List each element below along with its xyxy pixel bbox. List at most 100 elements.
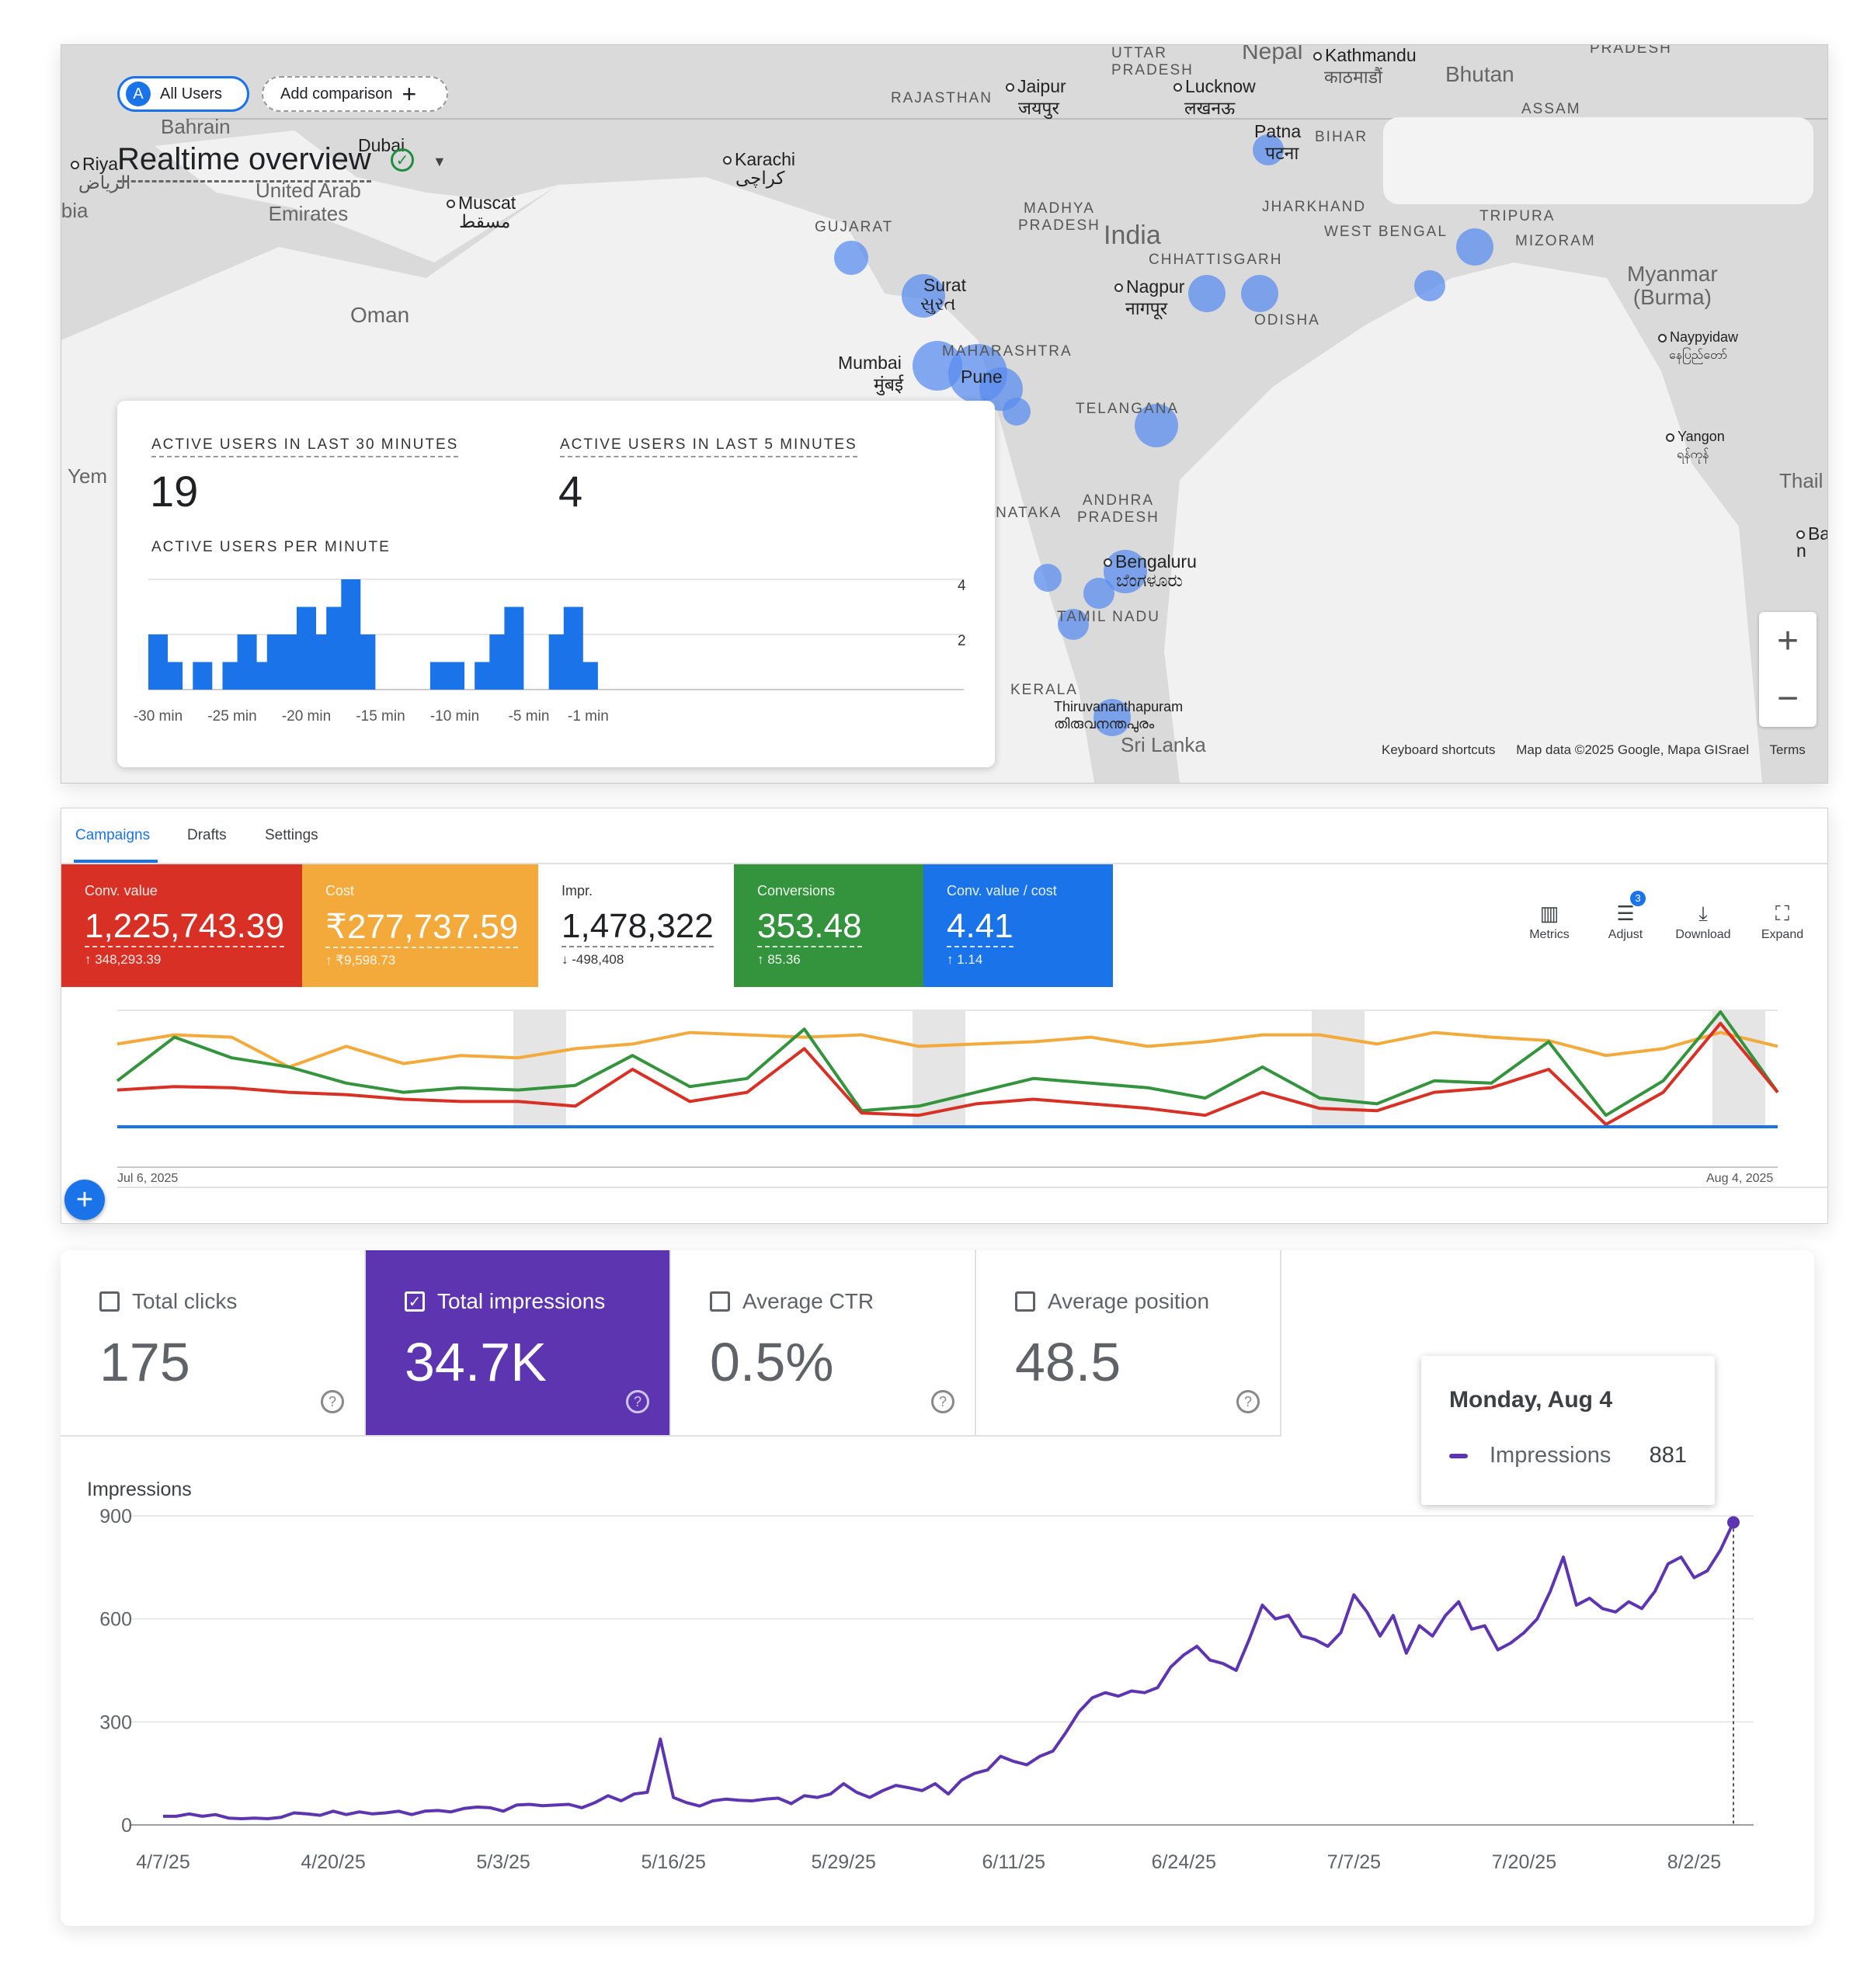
map-label-jaipur-local: जयपुर [1018, 98, 1059, 118]
x-tick-label: -10 min [430, 708, 479, 725]
bay-of-bengal [1164, 262, 1762, 783]
active-users-30-value: 19 [150, 467, 199, 516]
map-label-pune: Pune [961, 367, 1003, 387]
x-tick-label: 6/24/25 [1152, 1851, 1216, 1873]
weekend-band [513, 1010, 566, 1128]
map-bubble [1456, 228, 1493, 266]
keyboard-shortcuts-link[interactable]: Keyboard shortcuts [1382, 742, 1496, 757]
map-label-arabia: ibia [61, 199, 89, 222]
series-line-impressions [163, 1521, 1735, 1820]
bar [163, 662, 183, 690]
series-swatch [1449, 1453, 1468, 1458]
x-tick-label: -5 min [509, 708, 550, 725]
metric-value: 175 [99, 1332, 190, 1392]
metric-card-average-ctr[interactable]: Average CTR 0.5% ? [671, 1250, 976, 1437]
metric-delta: ↑ 85.36 [757, 952, 801, 967]
map-bubble [1241, 275, 1278, 312]
map-label-nagpur-local: नागपूर [1125, 298, 1168, 318]
x-tick-label: 4/7/25 [136, 1851, 190, 1873]
adjust-button[interactable]: ☰ Adjust [1594, 902, 1657, 942]
bar [356, 634, 376, 690]
checkbox-total-clicks[interactable] [99, 1291, 120, 1312]
chevron-down-icon[interactable]: ▼ [433, 154, 447, 169]
metric-value: 34.7K [405, 1332, 547, 1392]
all-users-chip[interactable]: A All Users [117, 76, 249, 112]
map-label-assam: ASSAM [1521, 101, 1581, 117]
map-bubble [1034, 564, 1062, 592]
metrics-button[interactable]: ▥ Metrics [1518, 902, 1580, 942]
series-line-cost [116, 1030, 1778, 1069]
metric-card-impressions[interactable]: Impr. 1,478,322 ↓ -498,408 [538, 864, 734, 987]
expand-label: Expand [1761, 928, 1804, 941]
map-bubble [1093, 699, 1131, 736]
map-label-jharkhand: JHARKHAND [1262, 199, 1367, 215]
metric-card-conv-value[interactable]: Conv. value 1,225,743.39 ↑ 348,293.39 [61, 864, 302, 987]
checkbox-average-ctr[interactable] [710, 1291, 730, 1312]
help-icon[interactable]: ? [931, 1390, 954, 1413]
x-tick-label: 7/20/25 [1492, 1851, 1556, 1873]
series-line-conversions [116, 1010, 1779, 1117]
metric-delta: ↓ -498,408 [562, 952, 624, 967]
metric-value: 0.5% [710, 1332, 834, 1392]
add-fab-button[interactable]: + [64, 1180, 105, 1220]
weekend-band [1712, 1010, 1765, 1128]
map-label-andhra-pradesh: ANDHRA PRADESH [1077, 492, 1160, 526]
zoom-out-button[interactable]: − [1776, 677, 1799, 719]
active-users-5-value: 4 [558, 467, 583, 516]
metric-card-cost[interactable]: Cost ₹277,737.59 ↑ ₹9,598.73 [302, 864, 538, 987]
metric-card-average-position[interactable]: Average position 48.5 ? [976, 1250, 1281, 1437]
adjust-icon: ☰ [1616, 902, 1635, 925]
metric-card-conversions[interactable]: Conversions 353.48 ↑ 85.36 [734, 864, 923, 987]
checkbox-total-impressions[interactable]: ✓ [405, 1291, 425, 1312]
help-icon[interactable]: ? [626, 1390, 649, 1413]
tab-drafts[interactable]: Drafts [187, 827, 227, 843]
map-label-oman: Oman [350, 303, 410, 327]
map-label-muscat-local: مسقط [459, 211, 511, 231]
metric-card-total-clicks[interactable]: Total clicks 175 ? [61, 1250, 366, 1437]
x-tick-label: 5/3/25 [476, 1851, 530, 1873]
map-label-nagpur: Nagpur [1114, 276, 1184, 297]
map-bubble [1253, 134, 1284, 165]
add-comparison-button[interactable]: Add comparison + [262, 76, 448, 112]
help-icon[interactable]: ? [321, 1390, 344, 1413]
map-label-yangon-local: ရန်ကုန် [1677, 448, 1709, 461]
map-label-riyadh-local: الرياض [78, 172, 131, 193]
metric-value: 1,478,322 [562, 907, 714, 947]
adjust-label: Adjust [1608, 928, 1643, 941]
y-tick-label: 600 [99, 1609, 132, 1631]
metric-card-conv-value-cost[interactable]: Conv. value / cost 4.41 ↑ 1.14 [923, 864, 1113, 987]
active-users-30-label: ACTIVE USERS IN LAST 30 MINUTES [151, 436, 459, 457]
metric-delta: ↑ ₹9,598.73 [325, 953, 396, 968]
metric-label: Cost [325, 883, 355, 898]
metrics-icon: ▥ [1539, 902, 1559, 925]
metric-value: 1,225,743.39 [85, 907, 284, 947]
plus-icon: + [402, 80, 417, 108]
check-circle-icon[interactable]: ✓ [391, 148, 414, 172]
map-bubble [1188, 275, 1226, 312]
map-label-bengaluru-local: ಬೆಂಗಳೂರು [1116, 570, 1183, 590]
map-label-west-bengal: WEST BENGAL [1324, 224, 1448, 240]
expand-button[interactable]: ⛶ Expand [1751, 902, 1813, 942]
metric-label: Conv. value [85, 883, 158, 898]
map-label-mumbai-local: मुंबई [874, 374, 904, 394]
metric-value: ₹277,737.59 [325, 907, 519, 948]
y-tick-label: 900 [99, 1506, 132, 1527]
download-button[interactable]: ⤓ Download [1672, 902, 1734, 942]
map-bubble [1058, 609, 1089, 640]
tab-campaigns[interactable]: Campaigns [75, 827, 151, 843]
y-axis-title: Impressions [87, 1479, 192, 1500]
map-label-mumbai: Mumbai [838, 353, 902, 373]
zoom-in-button[interactable]: + [1776, 620, 1799, 662]
help-icon[interactable]: ? [1236, 1390, 1260, 1413]
metrics-label: Metrics [1529, 928, 1570, 941]
tab-settings[interactable]: Settings [265, 827, 318, 843]
metric-card-total-impressions[interactable]: ✓ Total impressions 34.7K ? [366, 1250, 671, 1437]
search-console-panel: Total clicks 175 ? ✓ Total impressions 34… [61, 1250, 1814, 1926]
checkbox-average-position[interactable] [1015, 1291, 1035, 1312]
ads-tab-bar: Campaigns Drafts Settings [61, 808, 1827, 864]
terms-link[interactable]: Terms [1769, 742, 1806, 757]
map-label-jaipur: Jaipur [1006, 76, 1066, 97]
map-label-thiruvananthapuram-local: തിരുവനന്തപുരം [1054, 716, 1155, 732]
map-label-lucknow-local: लखनऊ [1184, 98, 1236, 118]
map-label-yemen: Yem [68, 464, 108, 488]
